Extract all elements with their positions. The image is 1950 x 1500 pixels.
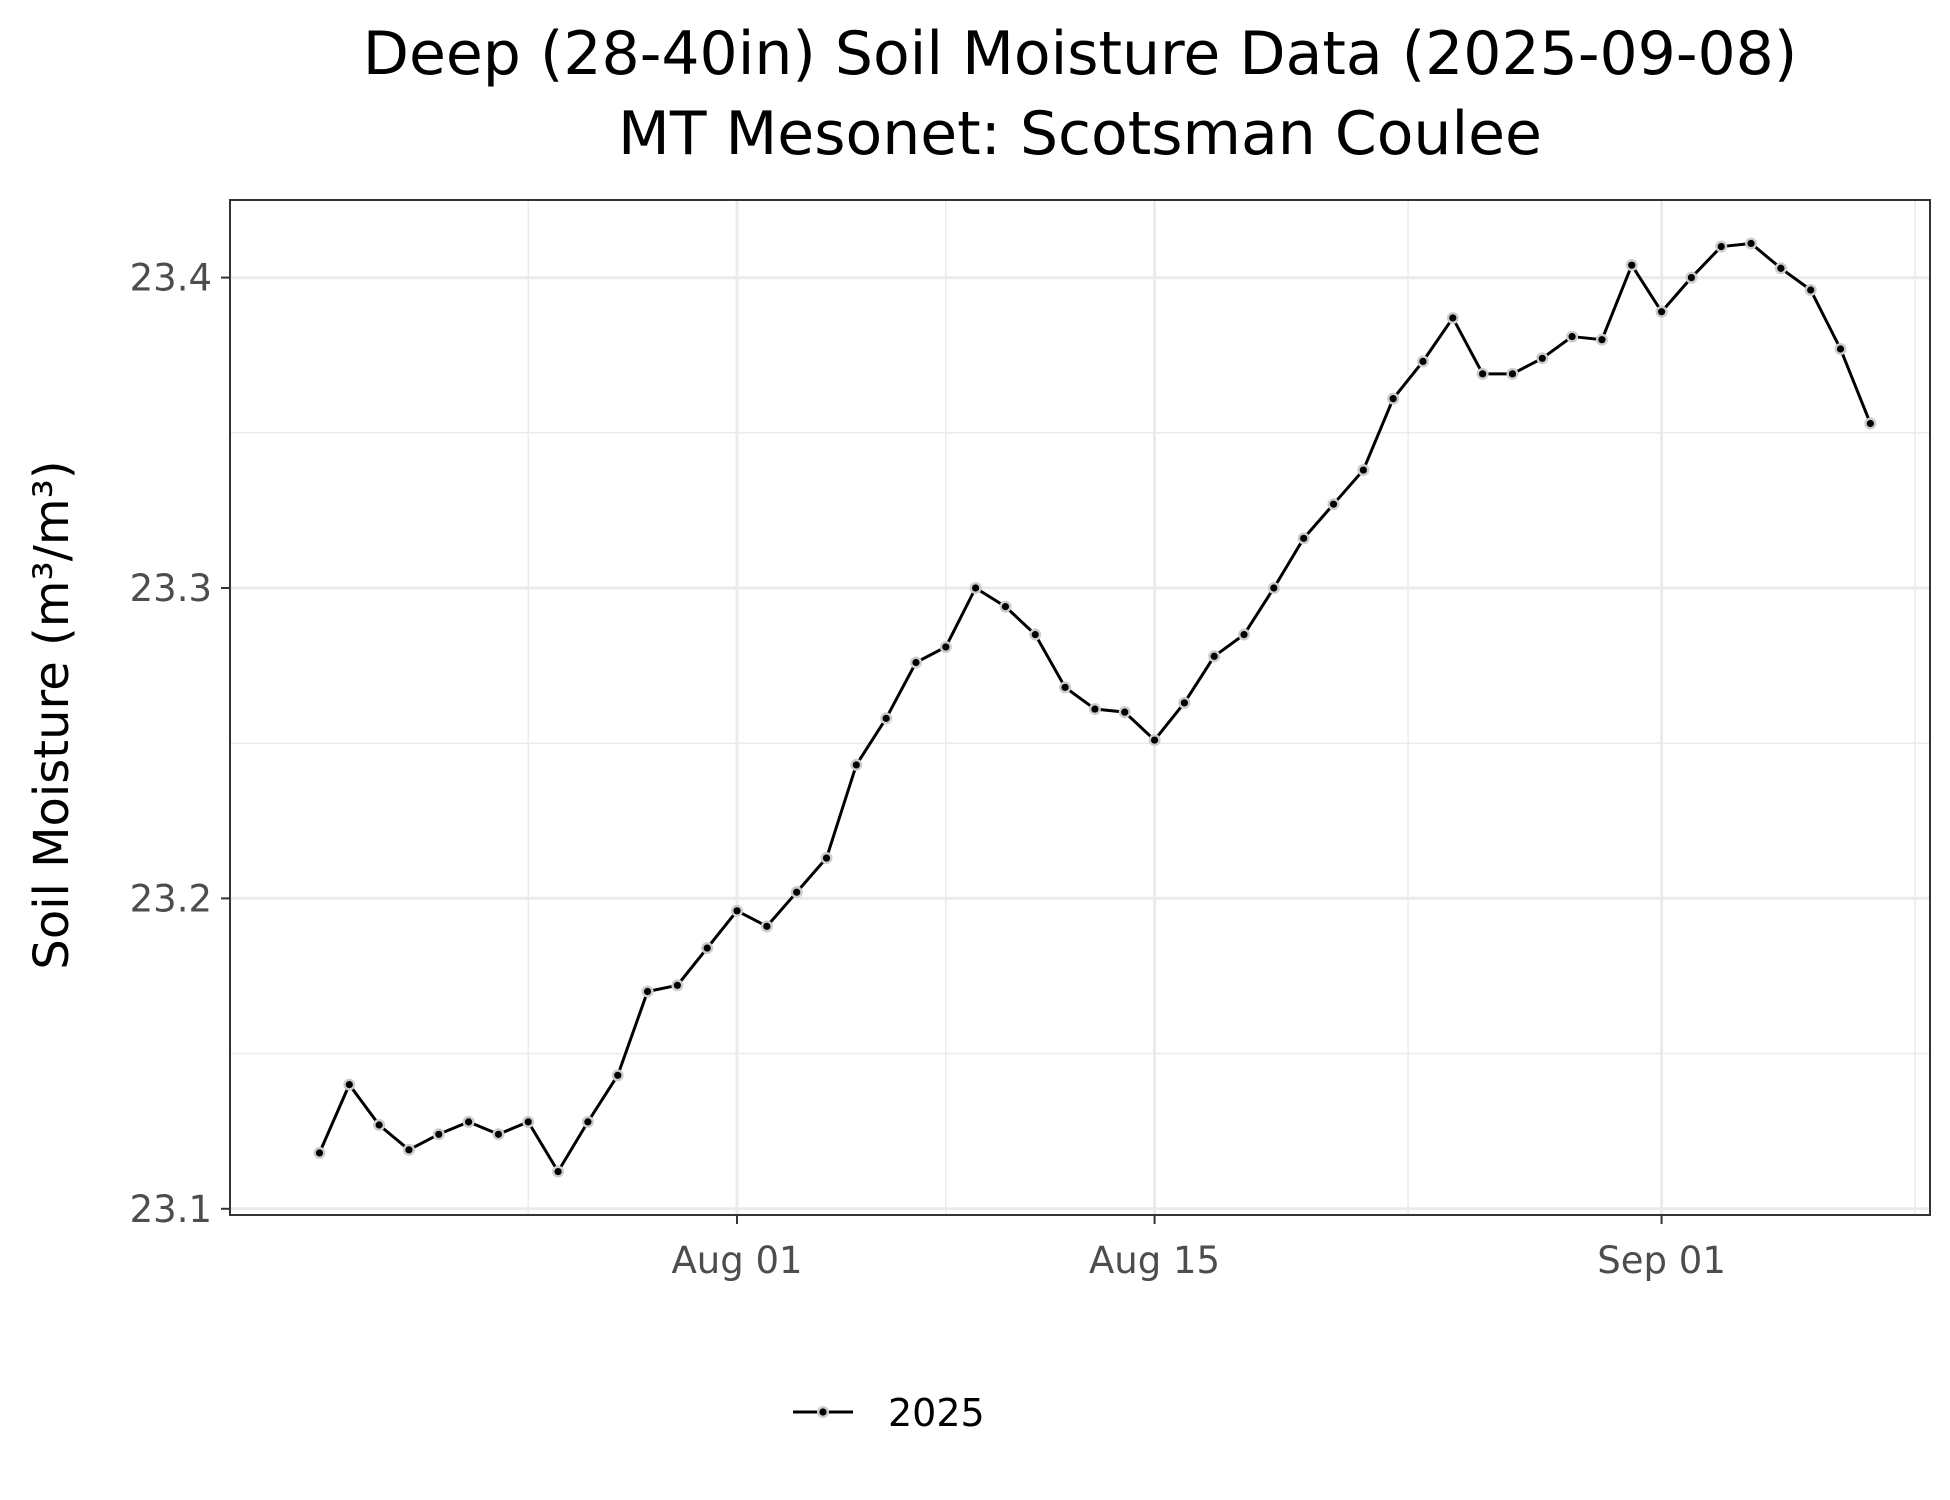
x-tick-label: Sep 01 xyxy=(1597,1239,1726,1282)
data-point xyxy=(524,1118,532,1126)
major-gridlines xyxy=(230,200,1930,1215)
data-point xyxy=(1300,534,1308,542)
data-point xyxy=(1061,683,1069,691)
data-point xyxy=(942,643,950,651)
data-point xyxy=(614,1071,622,1079)
data-point xyxy=(1419,357,1427,366)
data-point xyxy=(1598,336,1606,344)
data-point xyxy=(1091,705,1099,713)
x-tick-label: Aug 15 xyxy=(1089,1239,1220,1282)
data-point xyxy=(673,981,681,989)
data-point xyxy=(1329,500,1338,508)
legend-key-point xyxy=(819,1408,827,1416)
plot-panel-border xyxy=(229,199,1931,1216)
legend: 2025 xyxy=(793,1391,985,1435)
data-point xyxy=(972,584,980,592)
data-point xyxy=(1270,584,1278,592)
data-point xyxy=(1568,332,1576,341)
y-tick-label: 23.1 xyxy=(130,1188,212,1231)
data-point xyxy=(464,1118,473,1126)
data-point xyxy=(1777,264,1785,272)
chart-title: Deep (28-40in) Soil Moisture Data (2025-… xyxy=(362,19,1798,89)
data-point xyxy=(1836,345,1845,353)
data-point xyxy=(703,944,711,952)
chart-subtitle: MT Mesonet: Scotsman Coulee xyxy=(618,99,1542,169)
data-point xyxy=(1001,603,1010,611)
data-point xyxy=(1359,466,1367,474)
data-point xyxy=(1180,699,1188,707)
data-point xyxy=(1479,370,1487,378)
data-point xyxy=(822,854,831,862)
data-point xyxy=(1210,652,1218,660)
data-point xyxy=(1657,308,1666,316)
data-point xyxy=(435,1130,443,1138)
data-point xyxy=(1121,708,1129,716)
data-point xyxy=(345,1081,353,1089)
data-point xyxy=(1747,239,1755,248)
data-point xyxy=(584,1118,592,1126)
data-point xyxy=(405,1146,413,1154)
data-point xyxy=(1508,370,1517,378)
data-point xyxy=(882,714,890,722)
x-tick-label: Aug 01 xyxy=(671,1239,802,1282)
data-point xyxy=(375,1121,383,1129)
data-point xyxy=(1240,630,1248,639)
data-point xyxy=(1717,242,1725,251)
data-point xyxy=(1538,354,1546,362)
data-point xyxy=(554,1167,562,1176)
data-point xyxy=(1807,286,1815,294)
data-point xyxy=(1449,314,1457,322)
series-layer xyxy=(313,237,1877,1178)
legend-label: 2025 xyxy=(888,1391,985,1435)
data-point xyxy=(733,907,741,915)
data-point xyxy=(1389,395,1397,403)
data-point xyxy=(852,761,860,769)
data-point xyxy=(1031,630,1039,639)
y-tick-label: 23.3 xyxy=(130,567,212,610)
data-point xyxy=(1687,273,1696,282)
data-point xyxy=(1866,419,1874,428)
data-point xyxy=(1150,736,1159,744)
data-point xyxy=(912,658,920,667)
data-point xyxy=(1628,261,1636,269)
data-point xyxy=(315,1149,324,1157)
data-point xyxy=(763,922,771,930)
y-tick-label: 23.4 xyxy=(130,257,212,300)
minor-gridlines xyxy=(230,200,1930,1215)
axis-ticks xyxy=(221,276,1663,1224)
data-point xyxy=(494,1130,503,1138)
data-point xyxy=(643,987,652,996)
y-tick-label: 23.2 xyxy=(130,877,212,920)
data-point xyxy=(793,888,801,896)
tick-labels: Aug 01 Aug 15 Sep 01 23.1 23.2 23.3 23.4 xyxy=(130,257,1726,1282)
